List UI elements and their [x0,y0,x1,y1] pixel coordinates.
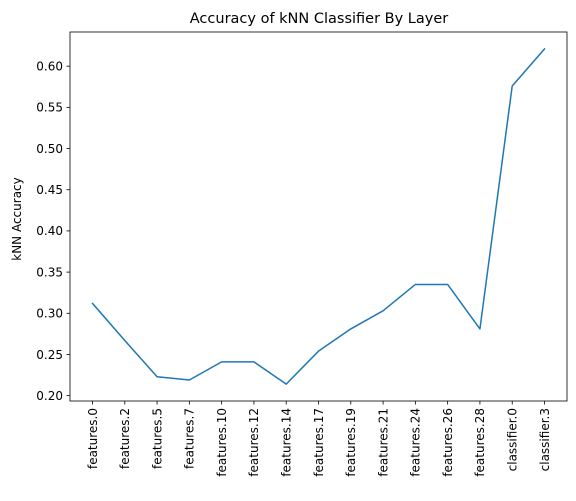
y-tick-label: 0.40 [36,224,63,238]
y-tick-label: 0.45 [36,183,63,197]
ticks-layer: 0.20 0.25 0.30 0.35 0.40 0.45 0.50 0.55 0.60 feat… [36,59,552,476]
x-tick-label: features.5 [150,408,164,469]
y-tick-label: 0.20 [36,389,63,403]
chart-title: Accuracy of kNN Classifier By Layer [190,11,448,27]
y-tick-label: 0.35 [36,265,63,279]
y-tick-label: 0.25 [36,348,63,362]
plot-frame [69,31,568,402]
x-tick-label: features.0 [86,408,100,469]
y-tick-label: 0.60 [36,59,63,73]
x-tick-label: features.2 [118,408,132,469]
x-tick-label: features.7 [183,408,197,469]
series-line-0 [91,47,546,385]
y-tick-label: 0.55 [36,101,63,115]
x-tick-label: features.12 [247,408,261,477]
x-tick-label: features.24 [409,408,423,477]
x-tick-label: features.28 [473,408,487,477]
x-tick-label: features.21 [376,408,390,477]
y-tick-label: 0.30 [36,307,63,321]
x-tick-label: features.17 [312,408,326,477]
x-tick-label: classifier.3 [538,408,552,471]
y-axis-label: kNN Accuracy [10,177,24,261]
x-tick-label: features.10 [215,408,229,477]
x-tick-label: features.14 [280,408,294,477]
x-tick-label: classifier.0 [506,408,520,471]
x-tick-label: features.19 [344,408,358,477]
y-tick-label: 0.50 [36,142,63,156]
series-layer [91,47,546,385]
x-tick-label: features.26 [441,408,455,477]
